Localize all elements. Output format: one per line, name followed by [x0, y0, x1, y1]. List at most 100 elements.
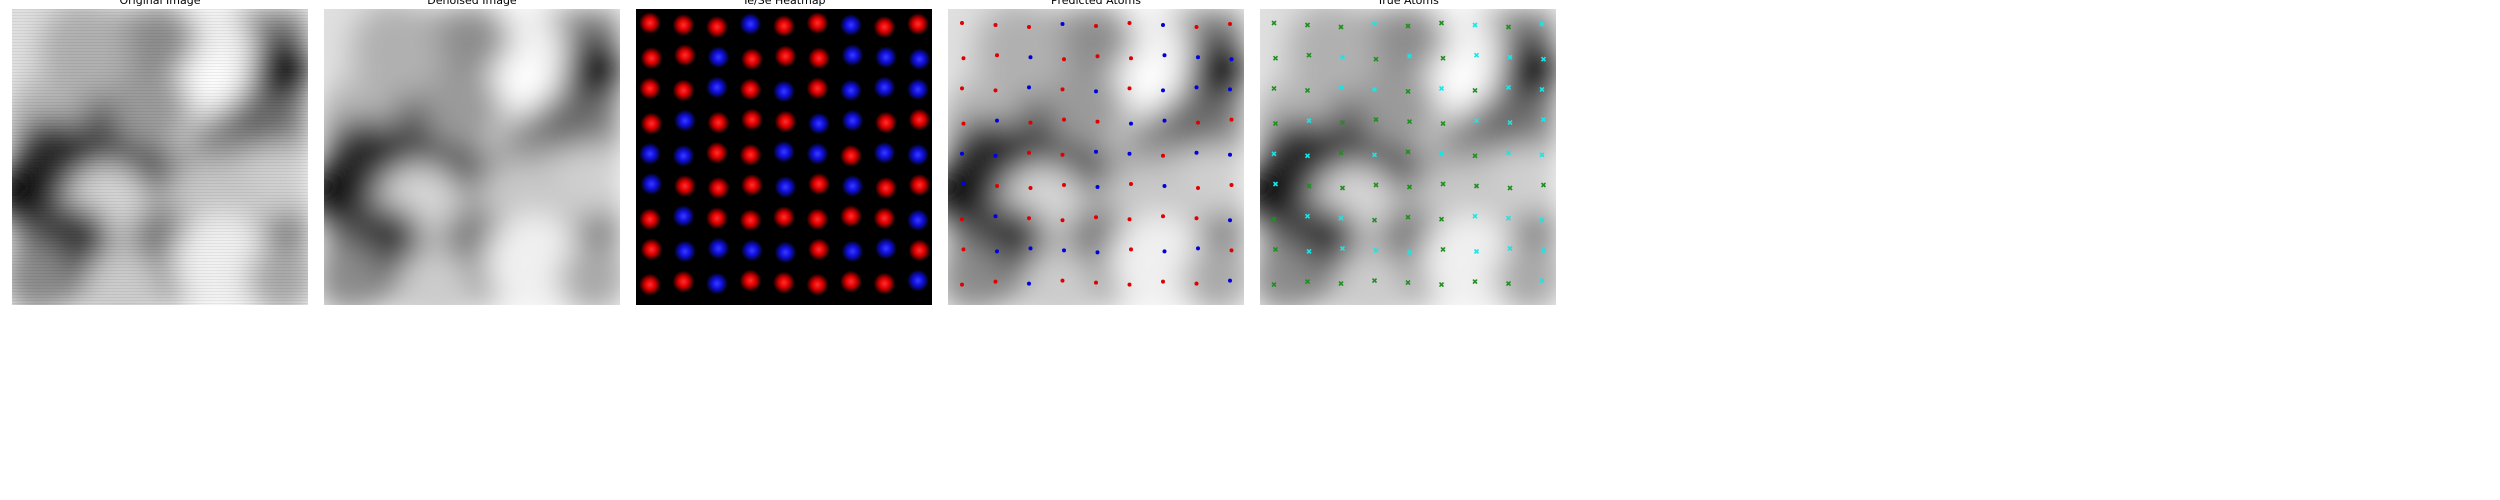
pred-se-dot — [995, 118, 999, 123]
stm-texture — [324, 9, 620, 305]
te-blob — [873, 272, 896, 295]
pred-te-dot — [1060, 87, 1065, 92]
pred-se-dot — [1129, 121, 1133, 126]
se-blob — [674, 109, 696, 132]
pred-te-dot — [1060, 152, 1065, 157]
pred-se-dot — [1162, 53, 1167, 58]
te-blob — [808, 47, 830, 70]
pred-te-dot — [993, 88, 998, 93]
pred-se-dot — [1228, 278, 1232, 283]
pred-te-dot — [1161, 214, 1165, 219]
pred-te-dot — [1062, 57, 1066, 62]
pred-se-dot — [1094, 89, 1098, 94]
te-blob — [640, 47, 663, 70]
te-blob — [706, 141, 728, 164]
true-atom-cyan-mark — [1505, 84, 1512, 90]
true-atom-cyan-mark — [1271, 151, 1277, 157]
pred-te-dot — [1194, 216, 1199, 221]
pred-te-dot — [1027, 150, 1031, 155]
se-blob — [773, 140, 795, 163]
se-blob — [773, 80, 795, 103]
pred-se-dot — [1161, 88, 1165, 93]
true-atom-green-mark — [1438, 216, 1445, 222]
true-atom-green-mark — [1306, 183, 1312, 189]
se-blob — [806, 142, 829, 165]
true-atom-cyan-mark — [1539, 152, 1545, 158]
true-atom-green-mark — [1339, 185, 1346, 191]
pred-se-dot — [993, 153, 998, 158]
true-atom-green-mark — [1472, 153, 1478, 159]
true-atom-cyan-mark — [1539, 21, 1545, 27]
pred-se-dot — [1095, 250, 1100, 255]
te-blob — [806, 273, 829, 296]
panel-predicted: Predicted Atoms — [948, 0, 1244, 313]
te-blob — [875, 177, 897, 199]
se-blob — [907, 209, 929, 232]
te-blob — [875, 111, 897, 134]
true-atom-green-mark — [1472, 279, 1478, 285]
se-blob — [739, 13, 762, 35]
panel-original: Original Image — [12, 0, 308, 313]
panel-denoised: Denoised Image — [324, 0, 620, 313]
te-blob — [706, 207, 728, 230]
true-atom-cyan-mark — [1472, 22, 1478, 28]
predicted-image — [948, 9, 1244, 305]
te-blob — [672, 270, 695, 293]
pred-te-dot — [1129, 247, 1133, 252]
pred-se-dot — [1095, 185, 1100, 189]
te-blob — [707, 177, 730, 199]
pred-te-dot — [1027, 216, 1031, 221]
se-blob — [907, 78, 929, 101]
se-blob — [706, 272, 728, 295]
pred-se-dot — [1228, 87, 1232, 92]
pred-se-dot — [1027, 281, 1031, 286]
true-atom-green-mark — [1405, 214, 1411, 220]
pred-se-dot — [995, 249, 999, 254]
pred-te-dot — [1127, 21, 1132, 25]
heatmap-image — [636, 9, 932, 305]
pred-te-dot — [1129, 182, 1133, 186]
true-atom-green-mark — [1405, 88, 1411, 94]
se-blob — [774, 176, 797, 198]
te-blob — [806, 208, 829, 231]
te-blob — [706, 16, 728, 38]
te-blob — [639, 208, 661, 231]
true-atom-cyan-mark — [1473, 118, 1480, 124]
pred-se-dot — [1228, 218, 1232, 223]
true-atom-cyan-mark — [1540, 56, 1547, 62]
pred-te-dot — [1196, 120, 1200, 125]
true-atom-green-mark — [1440, 121, 1446, 127]
te-blob — [639, 12, 661, 34]
true-atom-green-mark — [1438, 20, 1445, 26]
true-atom-cyan-mark — [1540, 247, 1547, 253]
te-blob — [639, 77, 661, 100]
pred-te-dot — [961, 247, 966, 252]
te-blob — [873, 16, 896, 38]
panel-heatmap: Te/Se Heatmap — [636, 0, 932, 313]
te-blob — [840, 144, 862, 167]
pred-te-dot — [960, 86, 964, 91]
se-blob — [841, 175, 864, 197]
true-atom-green-mark — [1440, 55, 1446, 61]
pred-te-dot — [1228, 22, 1232, 26]
te-blob — [808, 173, 830, 195]
te-blob — [640, 238, 663, 261]
se-blob — [672, 144, 695, 167]
true-atom-cyan-mark — [1539, 217, 1545, 223]
true-atom-green-mark — [1473, 183, 1480, 189]
pred-se-dot — [1162, 118, 1167, 123]
true-atom-cyan-mark — [1539, 86, 1545, 92]
true-atom-cyan-mark — [1339, 54, 1346, 60]
pred-te-dot — [1229, 117, 1234, 122]
true-atom-green-mark — [1440, 246, 1446, 252]
true-atom-cyan-mark — [1473, 248, 1480, 254]
te-blob — [739, 209, 762, 232]
panel-title-original: Original Image — [119, 0, 201, 7]
true-atom-cyan-mark — [1539, 278, 1545, 284]
te-blob — [739, 143, 762, 166]
true-atom-green-mark — [1505, 24, 1512, 30]
true-atom-green-mark — [1405, 280, 1411, 286]
original-image — [12, 9, 308, 305]
pred-se-dot — [1161, 23, 1165, 27]
se-blob — [908, 48, 931, 71]
